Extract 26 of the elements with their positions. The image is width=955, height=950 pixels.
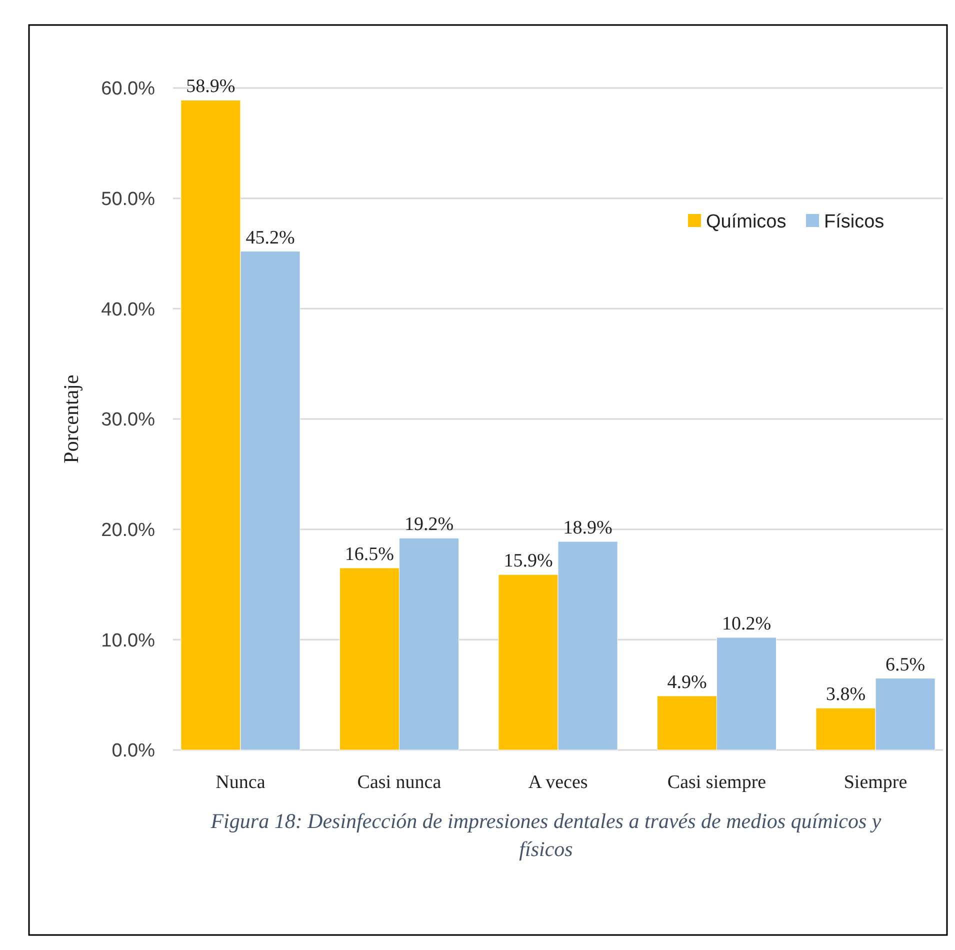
x-tick-label: Casi nunca (357, 772, 442, 793)
legend-label: Físicos (824, 212, 884, 233)
y-tick-label: 10.0% (101, 630, 156, 652)
data-label: 16.5% (344, 544, 394, 565)
y-tick-label: 30.0% (101, 410, 156, 431)
text: Figura 18: Desinfección de impresiones dentales a través de medios químicos y físicos (210, 809, 882, 861)
data-label: 6.5% (886, 654, 926, 676)
data-label: 45.2% (246, 227, 295, 248)
y-tick-label: 60.0% (101, 78, 156, 100)
y-tick-label: 0.0% (112, 740, 156, 762)
x-tick-label: Nunca (216, 772, 266, 793)
y-axis-title: Porcentaje (59, 374, 83, 464)
data-label: 58.9% (186, 76, 236, 98)
x-tick-label: A veces (528, 772, 588, 793)
data-label: 15.9% (504, 550, 553, 572)
data-label: 3.8% (826, 684, 866, 706)
y-tick-label: 50.0% (101, 188, 156, 210)
legend-label: Químicos (706, 212, 786, 233)
data-label: 10.2% (722, 613, 772, 634)
data-label: 19.2% (404, 514, 454, 536)
x-tick-label: Siempre (844, 772, 908, 793)
data-label: 18.9% (563, 517, 612, 538)
data-label: 4.9% (667, 672, 707, 693)
x-tick-label: Casi siempre (667, 772, 766, 793)
y-tick-label: 40.0% (101, 299, 156, 320)
y-tick-label: 20.0% (101, 520, 156, 541)
